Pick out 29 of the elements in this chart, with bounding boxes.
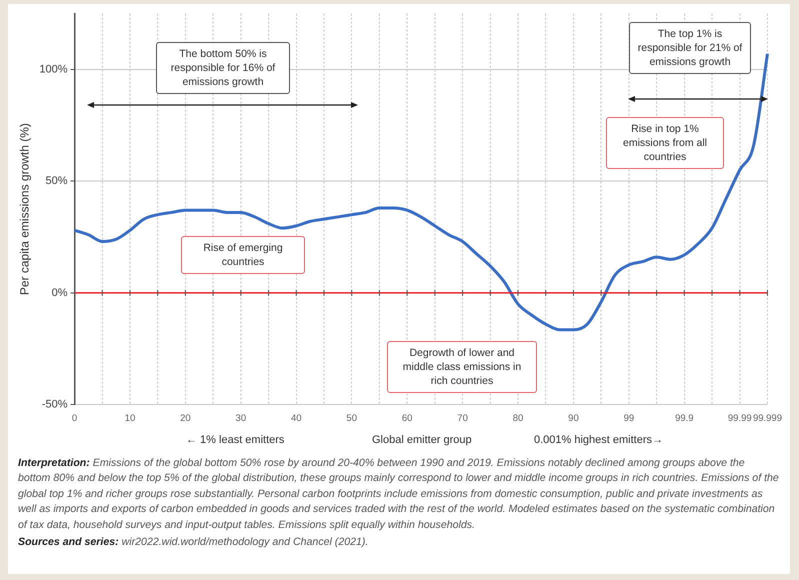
x-tick-label: 40 — [290, 412, 302, 424]
x-tick-label: 90 — [568, 412, 579, 424]
x-tick-label: 99 — [624, 412, 634, 424]
callout-box: Rise of emerging countries — [181, 236, 305, 274]
source-note: Sources and series: wir2022.wid.world/methodology and Chancel (2021). — [18, 536, 370, 548]
callout-box: The top 1% is responsible for 21% of emissions growth — [629, 22, 751, 74]
x-tick-label: 50 — [346, 412, 357, 424]
text: Interpretation: Emissions of the global bottom 50% rose by around 20-40% between 1990 and 2019. Emissions notably declined among groups above the bottom 80% and below the top 5% of the global distribution, these groups mainly correspond to lower and middle income groups in rich countries. Emissions of the global top 1% and richer groups rose substantially. Personal carbon footprints include emissions from domestic consumption, public and private investments as well as imports and exports of carbon embedded in goods and services traded with the rest of the world. Modeled estimates based on the systematic combination of tax data, household surveys and input-output tables. Emissions split equally within households. — [18, 456, 780, 533]
callout-box: The bottom 50% is responsible for 16% of emissions growth — [156, 42, 290, 94]
x-tick-label: 70 — [457, 412, 468, 424]
text: 0.001% highest emitters→ — [534, 434, 664, 446]
x-tick-label: 80 — [512, 412, 524, 424]
x-tick-label: 20 — [180, 412, 191, 424]
y-tick-label: 50% — [46, 175, 68, 188]
x-tick-label: 99.999 — [752, 412, 782, 424]
x-tick-label: 99.9 — [675, 412, 694, 424]
x-tick-label: 10 — [124, 412, 136, 424]
y-tick-label: 0% — [52, 286, 68, 299]
x-tick-label: 60 — [402, 412, 412, 424]
x-tick-label: 0 — [72, 412, 78, 424]
y-tick-label: 100% — [39, 63, 68, 76]
callout-box: Rise in top 1% emissions from all countries — [606, 117, 724, 169]
x-tick-label: 99.99 — [728, 412, 752, 424]
x-tick-label: 30 — [236, 412, 246, 424]
y-axis-title: Per capita emissions growth (%) — [18, 123, 32, 296]
text: ← 1% least emitters — [186, 434, 284, 446]
callout-box: Degrowth of lower and middle class emissions in rich countries — [387, 341, 537, 393]
x-axis-title: Global emitter group — [372, 434, 472, 446]
y-tick-label: -50% — [42, 398, 68, 411]
